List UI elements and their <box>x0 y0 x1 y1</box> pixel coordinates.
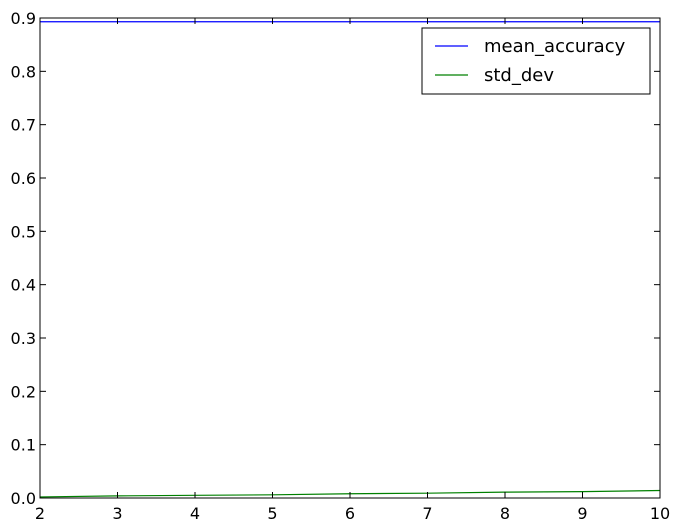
y-tick-label: 0.7 <box>11 116 36 135</box>
y-tick-label: 0.6 <box>11 169 36 188</box>
y-tick-label: 0.0 <box>11 489 36 508</box>
x-tick-label: 5 <box>267 504 277 523</box>
y-tick-label: 0.2 <box>11 382 36 401</box>
x-tick-label: 6 <box>345 504 355 523</box>
x-tick-labels: 2 3 4 5 6 7 8 9 10 <box>35 504 670 523</box>
x-tick-label: 2 <box>35 504 45 523</box>
y-tick-label: 0.3 <box>11 329 36 348</box>
y-tick-label: 0.5 <box>11 222 36 241</box>
x-tick-label: 10 <box>650 504 670 523</box>
x-tick-label: 7 <box>422 504 432 523</box>
x-tick-label: 4 <box>190 504 200 523</box>
legend: mean_accuracy std_dev <box>421 27 651 95</box>
y-tick-label: 0.4 <box>11 276 36 295</box>
y-tick-label: 0.8 <box>11 62 36 81</box>
x-tick-label: 8 <box>500 504 510 523</box>
x-tick-label: 9 <box>577 504 587 523</box>
legend-label-mean-accuracy: mean_accuracy <box>484 36 626 57</box>
y-tick-label: 0.1 <box>11 436 36 455</box>
axis-ticks <box>39 17 661 499</box>
x-tick-label: 3 <box>112 504 122 523</box>
legend-box <box>421 27 651 95</box>
y-tick-label: 0.9 <box>11 9 36 28</box>
y-tick-labels: 0.0 0.1 0.2 0.3 0.4 0.5 0.6 0.7 0.8 0.9 <box>11 9 36 508</box>
legend-label-std-dev: std_dev <box>484 65 554 86</box>
